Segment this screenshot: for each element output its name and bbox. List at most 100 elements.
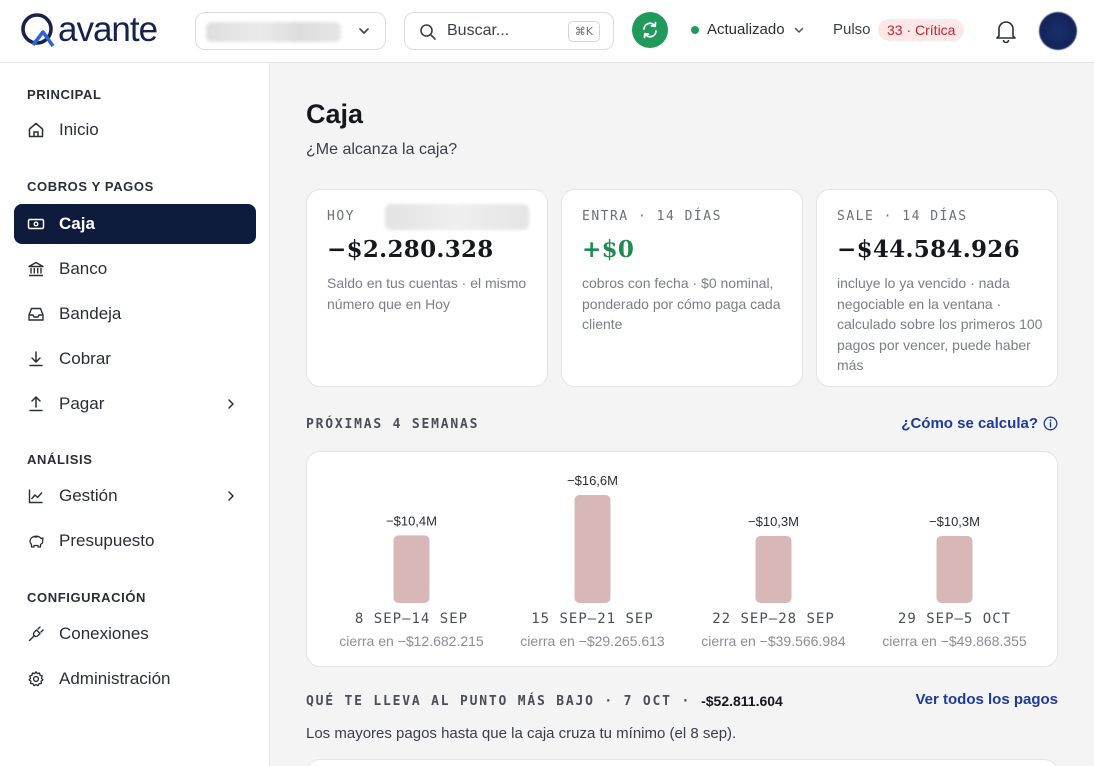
chart-bar bbox=[936, 535, 973, 603]
sidebar-item-cobrar[interactable]: Cobrar bbox=[14, 339, 256, 379]
card-description: cobros con fecha · $0 nominal, ponderado… bbox=[582, 275, 781, 332]
lowpoint-label: QUÉ TE LLEVA AL PUNTO MÁS BAJO · 7 OCT · bbox=[306, 693, 692, 709]
sidebar-item-label: Gestión bbox=[59, 486, 118, 505]
week-closing-balance: cierra en −$29.265.613 bbox=[520, 633, 665, 649]
week-closing-balance: cierra en −$39.566.984 bbox=[701, 633, 846, 649]
top-header: avante Buscar... ⌘K Actualizado Pulso 33… bbox=[0, 0, 1094, 63]
sidebar-item-banco[interactable]: Banco bbox=[14, 249, 256, 289]
weeks-section-label: PRÓXIMAS 4 SEMANAS bbox=[306, 417, 480, 432]
search-shortcut-badge: ⌘K bbox=[567, 21, 600, 42]
card-hoy: HOY −$2.280.328 Saldo en tus cuentas · e… bbox=[306, 189, 548, 387]
card-entra: ENTRA · 14 DÍAS +$0 cobros con fecha · $… bbox=[561, 189, 803, 387]
card-description: Saldo en tus cuentas · el mismo número q… bbox=[327, 275, 527, 312]
pulse-label: Pulso bbox=[833, 21, 871, 38]
card-label: SALE · 14 DÍAS bbox=[837, 209, 968, 224]
bar-value-label: −$10,3M bbox=[929, 514, 980, 529]
chart-line-icon bbox=[27, 487, 45, 505]
inbox-icon bbox=[27, 305, 45, 323]
search-box[interactable]: Buscar... ⌘K bbox=[404, 12, 614, 50]
piggy-bank-icon bbox=[27, 532, 45, 550]
sidebar-item-bandeja[interactable]: Bandeja bbox=[14, 294, 256, 334]
lowpoint-header: QUÉ TE LLEVA AL PUNTO MÁS BAJO · 7 OCT ·… bbox=[306, 693, 783, 709]
gear-icon bbox=[27, 670, 45, 688]
sidebar-item-inicio[interactable]: Inicio bbox=[14, 110, 256, 150]
card-description: incluye lo ya vencido · nada negociable … bbox=[837, 275, 1043, 373]
chevron-right-icon bbox=[228, 399, 234, 409]
sidebar-item-pagar[interactable]: Pagar bbox=[14, 384, 256, 424]
date-redacted bbox=[385, 204, 529, 230]
logo-text: avante bbox=[58, 10, 158, 49]
search-icon bbox=[420, 24, 436, 40]
sidebar-item-label: Caja bbox=[59, 214, 95, 233]
section-label-cobros-pagos: COBROS Y PAGOS bbox=[27, 179, 154, 194]
bank-icon bbox=[27, 260, 45, 278]
weekly-bar-chart: −$10,4M 8 SEP–14 SEP cierra en −$12.682.21… bbox=[339, 473, 1027, 649]
how-calculated-link[interactable]: ¿Cómo se calcula? bbox=[901, 415, 1058, 432]
sidebar-item-caja[interactable]: Caja bbox=[14, 204, 256, 244]
week-range-label: 15 SEP–21 SEP bbox=[531, 611, 654, 627]
plug-icon bbox=[27, 625, 45, 643]
logo-q-icon bbox=[21, 13, 55, 48]
page-subtitle: ¿Me alcanza la caja? bbox=[306, 141, 458, 158]
card-label: HOY bbox=[327, 209, 355, 224]
chart-bar bbox=[755, 535, 792, 603]
sidebar-item-label: Inicio bbox=[59, 120, 99, 139]
sidebar-item-label: Banco bbox=[59, 259, 108, 278]
chevron-down-icon bbox=[359, 28, 369, 34]
search-input[interactable]: Buscar... bbox=[447, 22, 510, 39]
lowpoint-value: -$52.811.604 bbox=[701, 693, 783, 709]
weekly-outflow-chart: −$10,4M 8 SEP–14 SEP cierra en −$12.682.21… bbox=[306, 451, 1058, 667]
company-selector[interactable] bbox=[195, 12, 386, 50]
lowpoint-description: Los mayores pagos hasta que la caja cruz… bbox=[306, 725, 737, 742]
page-title: Caja bbox=[306, 99, 364, 129]
card-value: +$0 bbox=[582, 236, 635, 263]
sync-button[interactable] bbox=[632, 12, 668, 48]
card-label: ENTRA · 14 DÍAS bbox=[582, 209, 722, 224]
sidebar-item-label: Presupuesto bbox=[59, 531, 155, 550]
bell-icon[interactable] bbox=[995, 19, 1017, 43]
view-all-payments-link[interactable]: Ver todos los pagos bbox=[915, 691, 1058, 708]
upload-icon bbox=[27, 395, 45, 413]
chevron-down-icon bbox=[794, 27, 803, 33]
refresh-icon bbox=[643, 21, 657, 39]
sidebar: PRINCIPAL Inicio COBROS Y PAGOS Caja Ban… bbox=[0, 63, 270, 766]
week-range-label: 8 SEP–14 SEP bbox=[355, 611, 468, 627]
card-value: −$44.584.926 bbox=[837, 236, 1020, 263]
home-icon bbox=[27, 121, 45, 139]
info-icon bbox=[1043, 416, 1058, 431]
section-label-analisis: ANÁLISIS bbox=[27, 452, 93, 467]
bar-value-label: −$10,4M bbox=[386, 513, 437, 528]
week-range-label: 29 SEP–5 OCT bbox=[898, 611, 1011, 627]
chart-bar bbox=[574, 495, 611, 603]
how-calculated-label: ¿Cómo se calcula? bbox=[901, 415, 1038, 432]
sidebar-item-administracion[interactable]: Administración bbox=[14, 659, 256, 699]
sidebar-item-conexiones[interactable]: Conexiones bbox=[14, 614, 256, 654]
week-range-label: 22 SEP–28 SEP bbox=[712, 611, 835, 627]
sidebar-item-presupuesto[interactable]: Presupuesto bbox=[14, 521, 256, 561]
pulse-status-badge[interactable]: 33 · Crítica bbox=[878, 19, 965, 41]
bar-value-label: −$16,6M bbox=[567, 473, 618, 488]
download-icon bbox=[27, 350, 45, 368]
app-logo[interactable]: avante bbox=[19, 10, 158, 50]
sidebar-item-label: Conexiones bbox=[59, 624, 149, 643]
chevron-right-icon bbox=[228, 491, 234, 501]
chart-bar bbox=[393, 535, 430, 603]
main-content: Caja ¿Me alcanza la caja? HOY −$2.280.32… bbox=[270, 63, 1094, 766]
section-label-principal: PRINCIPAL bbox=[27, 87, 102, 102]
card-value: −$2.280.328 bbox=[327, 236, 494, 263]
sidebar-item-label: Pagar bbox=[59, 394, 105, 413]
top-payments-card bbox=[306, 759, 1058, 766]
week-closing-balance: cierra en −$12.682.215 bbox=[339, 633, 484, 649]
sync-status-dropdown[interactable]: Actualizado bbox=[691, 21, 805, 38]
sync-status-label: Actualizado bbox=[707, 21, 785, 38]
user-avatar[interactable] bbox=[1039, 12, 1077, 50]
sidebar-item-gestion[interactable]: Gestión bbox=[14, 476, 256, 516]
sidebar-item-label: Cobrar bbox=[59, 349, 111, 368]
company-name-redacted bbox=[206, 22, 341, 42]
sidebar-item-label: Bandeja bbox=[59, 304, 122, 323]
card-sale: SALE · 14 DÍAS −$44.584.926 incluye lo y… bbox=[816, 189, 1058, 387]
bar-value-label: −$10,3M bbox=[748, 514, 799, 529]
status-dot-icon bbox=[691, 25, 699, 34]
section-label-configuracion: CONFIGURACIÓN bbox=[27, 590, 147, 605]
cash-icon bbox=[27, 215, 45, 233]
